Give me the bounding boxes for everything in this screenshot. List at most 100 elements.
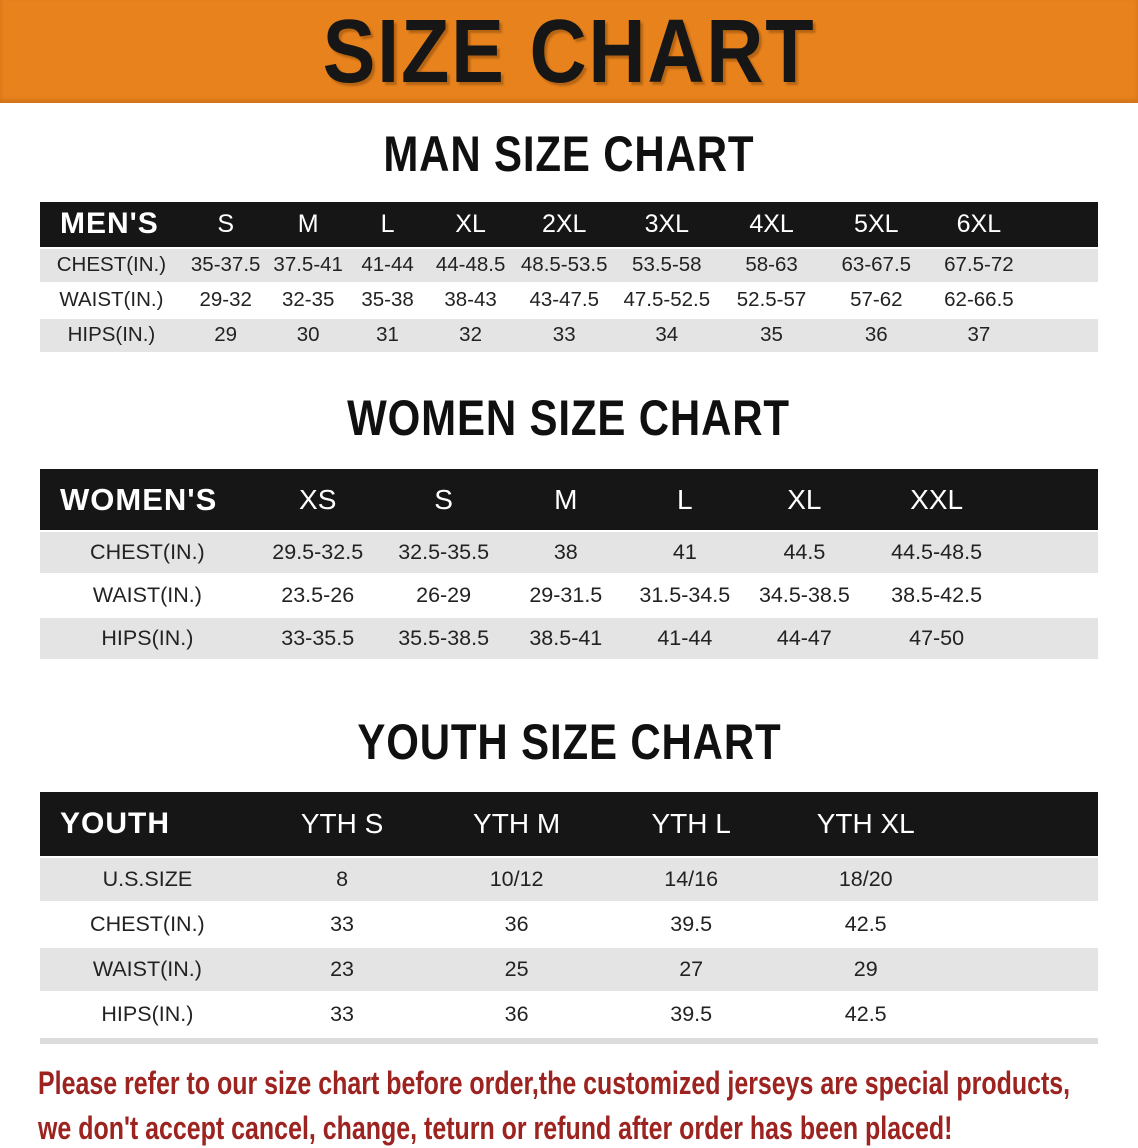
- row-spacer: [953, 992, 1098, 1036]
- size-value: 58-63: [719, 248, 824, 282]
- size-value: 10/12: [429, 857, 604, 901]
- size-value: 29-31.5: [506, 575, 626, 616]
- size-column-header: YTH L: [603, 791, 779, 856]
- size-column-header: 2XL: [513, 201, 615, 247]
- row-label: WAIST(IN.): [40, 575, 255, 616]
- size-value: 39.5: [603, 992, 779, 1036]
- header-spacer: [1029, 201, 1098, 247]
- row-label: HIPS(IN.): [40, 618, 255, 659]
- table-corner-label: MEN'S: [40, 201, 183, 247]
- size-column-header: YTH M: [429, 791, 604, 856]
- women-section-heading-text: WOMEN SIZE CHART: [347, 389, 791, 446]
- size-value: 63-67.5: [823, 248, 929, 282]
- size-column-header: L: [347, 201, 428, 247]
- size-value: 34: [614, 318, 720, 352]
- size-column-header: S: [380, 469, 507, 530]
- table-header-row: MEN'S S M L XL 2XL 3XL 4XL 5XL 6XL: [40, 201, 1098, 247]
- size-value: 32.5-35.5: [380, 532, 507, 573]
- size-table: WOMEN'S XS S M L XL XXL CHEST(IN.) 29.5-32.5 32.5…: [40, 467, 1098, 661]
- size-value: 31: [347, 318, 428, 352]
- row-spacer: [1029, 248, 1098, 282]
- youth-size-section: YOUTH SIZE CHART YOUTH YTH S YTH M YTH L YTH…: [0, 661, 1138, 1044]
- banner: SIZE CHART: [0, 0, 1138, 103]
- size-value: 41: [625, 532, 745, 573]
- size-value: 38.5-42.5: [864, 575, 1010, 616]
- table-row: WAIST(IN.) 29-32 32-35 35-38 38-43 43-47.5 47.…: [40, 283, 1098, 317]
- disclaimer-line-2: we don't accept cancel, change, teturn o…: [38, 1109, 953, 1146]
- size-value: 37.5-41: [268, 248, 348, 282]
- table-row: WAIST(IN.) 23 25 27 29: [40, 947, 1098, 991]
- men-section-heading: MAN SIZE CHART: [0, 103, 1138, 181]
- size-value: 41-44: [625, 618, 745, 659]
- row-label: WAIST(IN.): [40, 283, 183, 317]
- table-row: CHEST(IN.) 35-37.5 37.5-41 41-44 44-48.5 48.5…: [40, 248, 1098, 282]
- disclaimer-line-1: Please refer to our size chart before or…: [38, 1064, 1071, 1101]
- size-column-header: XXL: [864, 469, 1010, 530]
- size-value: 32: [427, 318, 514, 352]
- size-value: 47.5-52.5: [614, 283, 720, 317]
- table-corner-label: WOMEN'S: [40, 469, 255, 530]
- size-value: 36: [429, 992, 604, 1036]
- women-size-table: WOMEN'S XS S M L XL XXL CHEST(IN.) 29.5-32.5 32.5…: [40, 467, 1098, 661]
- size-value: 31.5-34.5: [625, 575, 745, 616]
- size-value: 35-37.5: [182, 248, 269, 282]
- size-value: 42.5: [778, 902, 954, 946]
- youth-size-table: YOUTH YTH S YTH M YTH L YTH XL U.S.SIZE 8 10/12…: [40, 790, 1098, 1044]
- women-size-section: WOMEN SIZE CHART WOMEN'S XS S M L XL XXL CHEST(…: [0, 354, 1138, 662]
- size-column-header: S: [182, 201, 269, 247]
- size-value: 38: [506, 532, 626, 573]
- size-value: 44-48.5: [427, 248, 514, 282]
- banner-title: SIZE CHART: [322, 1, 816, 102]
- table-header-row: WOMEN'S XS S M L XL XXL: [40, 469, 1098, 530]
- size-value: 32-35: [268, 283, 348, 317]
- table-row: WAIST(IN.) 23.5-26 26-29 29-31.5 31.5-34.5 34…: [40, 575, 1098, 616]
- row-spacer: [1009, 575, 1098, 616]
- row-label: CHEST(IN.): [40, 902, 255, 946]
- size-value: 53.5-58: [614, 248, 720, 282]
- row-spacer: [953, 857, 1098, 901]
- size-value: 48.5-53.5: [513, 248, 615, 282]
- men-size-table: MEN'S S M L XL 2XL 3XL 4XL 5XL 6XL CHEST(IN.) 35-37…: [40, 200, 1098, 354]
- table-row: HIPS(IN.) 33 36 39.5 42.5: [40, 992, 1098, 1036]
- size-value: 36: [823, 318, 929, 352]
- size-column-header: M: [268, 201, 348, 247]
- size-value: 44.5-48.5: [864, 532, 1010, 573]
- size-value: 33: [254, 992, 430, 1036]
- row-spacer: [953, 947, 1098, 991]
- size-value: 29-32: [182, 283, 269, 317]
- header-spacer: [953, 791, 1098, 856]
- size-column-header: L: [625, 469, 745, 530]
- row-label: U.S.SIZE: [40, 857, 255, 901]
- table-row: U.S.SIZE 8 10/12 14/16 18/20: [40, 857, 1098, 901]
- size-column-header: XL: [427, 201, 514, 247]
- size-table: YOUTH YTH S YTH M YTH L YTH XL U.S.SIZE 8 10/12…: [40, 790, 1098, 1044]
- size-value: 14/16: [603, 857, 779, 901]
- size-value: 26-29: [380, 575, 507, 616]
- size-value: 35.5-38.5: [380, 618, 507, 659]
- size-column-header: M: [506, 469, 626, 530]
- disclaimer: Please refer to our size chart before or…: [38, 1064, 1138, 1148]
- table-corner-label: YOUTH: [40, 791, 255, 856]
- size-value: 47-50: [864, 618, 1010, 659]
- row-label: CHEST(IN.): [40, 532, 255, 573]
- row-label: HIPS(IN.): [40, 992, 255, 1036]
- size-column-header: XL: [744, 469, 865, 530]
- size-value: 34.5-38.5: [744, 575, 865, 616]
- youth-section-heading-text: YOUTH SIZE CHART: [356, 714, 782, 770]
- table-row: HIPS(IN.) 29 30 31 32 33 34 35 36 37: [40, 318, 1098, 352]
- size-value: 29: [182, 318, 269, 352]
- men-section-heading-text: MAN SIZE CHART: [383, 126, 755, 182]
- size-value: 42.5: [778, 992, 954, 1036]
- size-column-header: YTH S: [254, 791, 430, 856]
- size-value: 8: [254, 857, 430, 901]
- row-spacer: [1009, 618, 1098, 659]
- row-spacer: [1009, 532, 1098, 573]
- table-header-row: YOUTH YTH S YTH M YTH L YTH XL: [40, 791, 1098, 856]
- women-section-heading: WOMEN SIZE CHART: [0, 354, 1138, 445]
- row-spacer: [1029, 283, 1098, 317]
- size-value: 38-43: [427, 283, 514, 317]
- table-row: CHEST(IN.) 29.5-32.5 32.5-35.5 38 41 44.5 44.5…: [40, 532, 1098, 573]
- row-label: HIPS(IN.): [40, 318, 183, 352]
- size-value: 29.5-32.5: [254, 532, 381, 573]
- size-value: 41-44: [347, 248, 428, 282]
